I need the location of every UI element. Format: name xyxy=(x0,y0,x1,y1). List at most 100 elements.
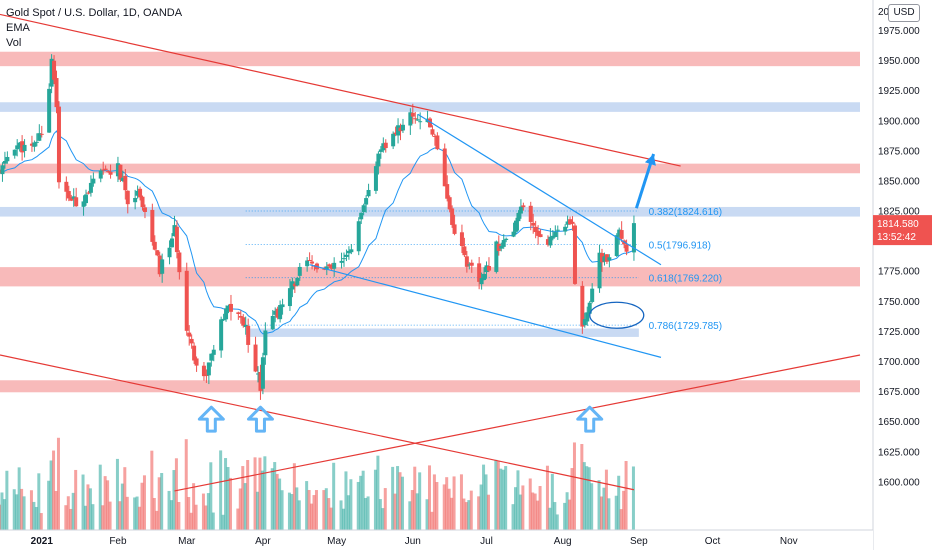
candle[interactable] xyxy=(69,197,74,201)
candle[interactable] xyxy=(408,112,413,126)
projection-arrow-icon[interactable] xyxy=(644,154,656,166)
candle[interactable] xyxy=(17,142,22,148)
candle[interactable] xyxy=(177,252,182,273)
candle[interactable] xyxy=(359,212,364,220)
candle[interactable] xyxy=(155,250,160,256)
candle[interactable] xyxy=(418,121,423,123)
candle[interactable] xyxy=(172,225,177,237)
trend-line-blue-3[interactable] xyxy=(417,113,662,266)
candle[interactable] xyxy=(74,197,79,207)
candle[interactable] xyxy=(228,303,233,312)
candle[interactable] xyxy=(241,317,246,326)
arrow-up-icon[interactable] xyxy=(197,405,225,433)
candle[interactable] xyxy=(160,259,165,274)
candle[interactable] xyxy=(479,278,484,285)
currency-button[interactable]: USD xyxy=(888,4,920,22)
candle[interactable] xyxy=(430,129,435,135)
candle[interactable] xyxy=(138,188,143,198)
candle[interactable] xyxy=(477,263,482,282)
candle[interactable] xyxy=(47,88,52,133)
candle[interactable] xyxy=(327,264,332,267)
candle[interactable] xyxy=(538,234,543,238)
candle[interactable] xyxy=(106,171,111,173)
candle[interactable] xyxy=(499,245,504,249)
candle[interactable] xyxy=(504,238,509,241)
candle[interactable] xyxy=(322,268,327,270)
candle[interactable] xyxy=(624,244,629,252)
trend-line-red-1[interactable] xyxy=(0,354,635,491)
candle[interactable] xyxy=(273,310,278,315)
candle[interactable] xyxy=(133,197,138,203)
trend-lines-layer[interactable] xyxy=(0,13,861,492)
candle[interactable] xyxy=(71,196,76,199)
candle[interactable] xyxy=(278,305,283,320)
candle[interactable] xyxy=(189,338,194,344)
candle[interactable] xyxy=(64,181,69,192)
candle[interactable] xyxy=(140,196,145,208)
candle[interactable] xyxy=(256,373,260,375)
candle[interactable] xyxy=(81,201,86,207)
candle[interactable] xyxy=(607,257,612,261)
candle[interactable] xyxy=(115,163,120,177)
candle[interactable] xyxy=(91,178,96,184)
candle[interactable] xyxy=(125,190,130,205)
candle[interactable] xyxy=(52,60,57,80)
candle[interactable] xyxy=(56,106,61,183)
arrow-up-icon[interactable] xyxy=(246,405,274,433)
candle[interactable] xyxy=(22,144,27,151)
candle[interactable] xyxy=(580,285,585,327)
candle[interactable] xyxy=(467,264,472,266)
candle[interactable] xyxy=(521,205,526,208)
markers-layer[interactable] xyxy=(197,153,656,433)
candle[interactable] xyxy=(5,156,10,162)
candle[interactable] xyxy=(54,78,59,108)
candle[interactable] xyxy=(400,124,405,131)
candle[interactable] xyxy=(445,184,450,199)
candle[interactable] xyxy=(37,133,42,141)
candle[interactable] xyxy=(514,220,518,232)
candle[interactable] xyxy=(442,148,447,187)
candle[interactable] xyxy=(221,318,226,321)
candle[interactable] xyxy=(219,319,224,351)
candle[interactable] xyxy=(464,256,469,267)
candle[interactable] xyxy=(142,207,147,212)
candle[interactable] xyxy=(450,208,455,225)
candle[interactable] xyxy=(447,197,452,210)
candle[interactable] xyxy=(617,229,622,237)
highlight-ellipse[interactable] xyxy=(589,301,645,329)
candle[interactable] xyxy=(236,312,241,314)
candle[interactable] xyxy=(98,170,103,179)
candle[interactable] xyxy=(12,149,17,156)
trend-line-red-2[interactable] xyxy=(174,354,861,492)
candle[interactable] xyxy=(339,260,344,263)
candle[interactable] xyxy=(516,212,521,222)
candle[interactable] xyxy=(469,262,474,266)
candle[interactable] xyxy=(118,164,123,180)
candle[interactable] xyxy=(511,231,516,237)
candle[interactable] xyxy=(238,315,243,318)
candle[interactable] xyxy=(381,143,386,151)
candle[interactable] xyxy=(565,221,570,225)
candle[interactable] xyxy=(88,182,93,193)
candle[interactable] xyxy=(378,149,383,152)
candle[interactable] xyxy=(393,132,398,135)
candle[interactable] xyxy=(364,198,369,205)
candle[interactable] xyxy=(34,141,39,143)
candle[interactable] xyxy=(150,209,155,242)
candle[interactable] xyxy=(383,142,388,149)
candle[interactable] xyxy=(604,254,609,262)
candle[interactable] xyxy=(157,255,162,275)
candle[interactable] xyxy=(243,324,248,328)
candle[interactable] xyxy=(555,229,560,231)
candle[interactable] xyxy=(582,319,587,326)
ema-legend[interactable]: EMA xyxy=(6,22,30,34)
symbol-title[interactable]: Gold Spot / U.S. Dollar, 1D, OANDA xyxy=(6,7,183,19)
candle[interactable] xyxy=(253,344,258,372)
candle[interactable] xyxy=(536,230,541,236)
candle[interactable] xyxy=(518,206,523,214)
trend-line-red-0[interactable] xyxy=(0,13,681,167)
candle[interactable] xyxy=(152,241,157,250)
candle[interactable] xyxy=(275,308,280,318)
price-badge[interactable] xyxy=(873,215,932,246)
